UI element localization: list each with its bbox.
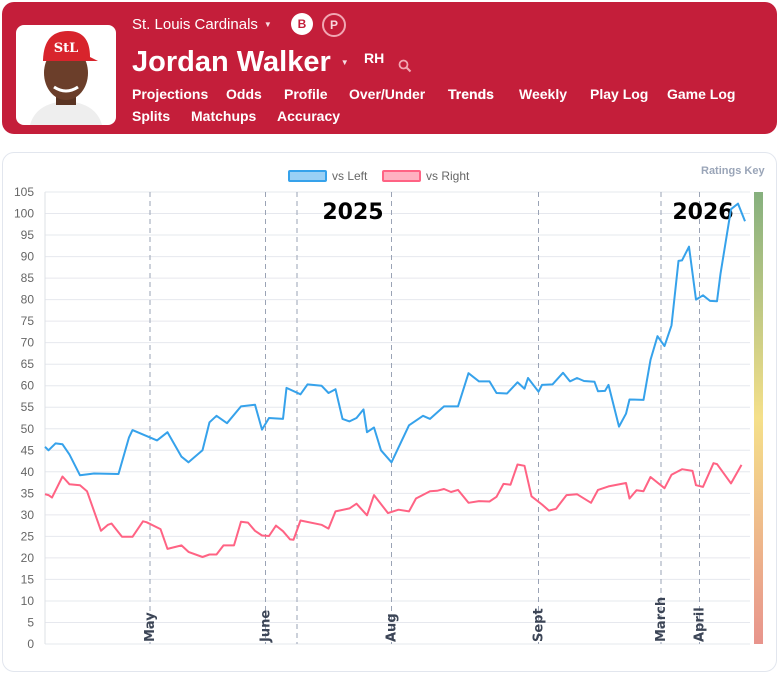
legend-label: vs Right (426, 169, 470, 183)
legend-label: vs Left (332, 169, 368, 183)
batter-toggle[interactable]: B (291, 13, 313, 35)
tab-over-under[interactable]: Over/Under (349, 86, 426, 102)
svg-text:StL: StL (54, 41, 79, 56)
caret-down-icon: ▼ (340, 58, 349, 67)
y-tick-label: 70 (21, 336, 35, 350)
team-name: St. Louis Cardinals (132, 16, 258, 33)
y-tick-label: 95 (21, 228, 35, 242)
search-icon[interactable] (398, 59, 412, 73)
y-tick-label: 10 (21, 594, 35, 608)
legend-vs-left[interactable]: vs Left (288, 169, 367, 183)
tab-profile[interactable]: Profile (284, 86, 328, 102)
month-label: June (259, 610, 274, 643)
ratings-key-link[interactable]: Ratings Key (701, 165, 765, 177)
tab-game-log[interactable]: Game Log (667, 86, 736, 102)
y-tick-label: 5 (27, 615, 34, 629)
y-tick-label: 0 (27, 637, 34, 651)
y-tick-label: 100 (14, 207, 34, 221)
handedness: RH (364, 50, 385, 66)
month-label: Sept (532, 608, 547, 642)
y-tick-label: 60 (21, 379, 35, 393)
y-tick-label: 35 (21, 486, 35, 500)
pitcher-toggle[interactable]: P (322, 13, 346, 37)
trends-card (2, 152, 777, 672)
season-label: 2026 (672, 200, 733, 225)
y-tick-label: 45 (21, 443, 35, 457)
caret-down-icon: ▼ (263, 20, 272, 29)
tab-accuracy[interactable]: Accuracy (277, 108, 341, 124)
tab-projections[interactable]: Projections (132, 86, 209, 102)
month-label: Aug (385, 613, 400, 642)
y-tick-label: 30 (21, 508, 35, 522)
tab-odds[interactable]: Odds (226, 86, 262, 102)
ratings-color-scale (754, 192, 763, 644)
tab-matchups[interactable]: Matchups (191, 108, 257, 124)
month-label: May (143, 612, 158, 642)
y-tick-label: 55 (21, 400, 35, 414)
y-tick-label: 80 (21, 293, 35, 307)
season-label: 2025 (322, 200, 383, 225)
player-header: StL St. Louis Cardinals ▼ B P Jordan Walk… (2, 2, 777, 134)
series-line-vs-left (44, 202, 746, 477)
team-selector[interactable]: St. Louis Cardinals ▼ (132, 16, 272, 33)
month-label: April (693, 607, 708, 642)
legend-vs-right[interactable]: vs Right (382, 169, 469, 183)
y-tick-label: 90 (21, 250, 35, 264)
tab-splits[interactable]: Splits (132, 108, 171, 124)
y-tick-label: 50 (21, 422, 35, 436)
y-tick-label: 15 (21, 572, 35, 586)
y-tick-label: 105 (14, 185, 34, 199)
y-tick-label: 85 (21, 271, 35, 285)
series-line-vs-right (44, 462, 743, 558)
y-tick-label: 20 (21, 551, 35, 565)
tab-trends[interactable]: Trends (448, 86, 494, 102)
player-selector[interactable]: Jordan Walker ▼ (132, 46, 349, 79)
month-label: March (654, 597, 669, 642)
y-tick-label: 25 (21, 529, 35, 543)
legend-swatch (382, 170, 421, 182)
legend-swatch (288, 170, 327, 182)
player-photo: StL (16, 25, 116, 125)
y-tick-label: 40 (21, 465, 35, 479)
y-tick-label: 75 (21, 314, 35, 328)
tab-weekly[interactable]: Weekly (519, 86, 567, 102)
player-avatar-icon: StL (30, 31, 102, 125)
tab-play-log[interactable]: Play Log (590, 86, 649, 102)
y-tick-label: 65 (21, 357, 35, 371)
player-name: Jordan Walker (132, 46, 331, 78)
